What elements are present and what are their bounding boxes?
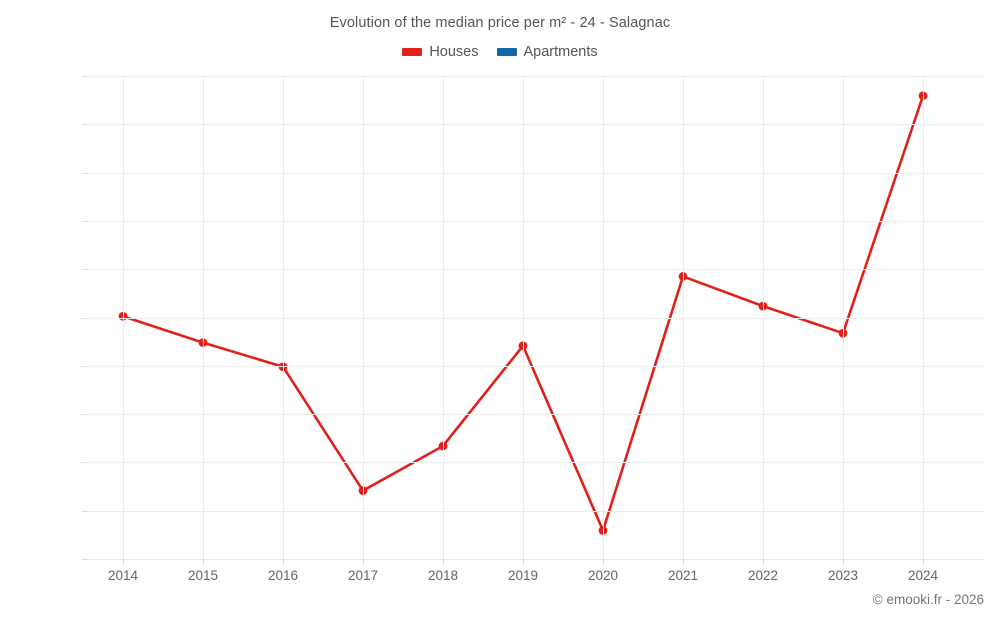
chart-legend: Houses Apartments: [0, 44, 1000, 60]
x-gridline: [923, 76, 924, 559]
y-gridline: [88, 172, 985, 174]
y-tick-mark: [82, 172, 88, 174]
x-tick-mark: [843, 559, 844, 565]
x-tick-label: 2023: [827, 568, 859, 583]
x-tick-mark: [203, 559, 204, 565]
y-tick-mark: [82, 462, 88, 464]
y-gridline: [88, 559, 985, 560]
x-tick-mark: [683, 559, 684, 565]
data-point[interactable]: [838, 328, 848, 338]
data-point[interactable]: [678, 272, 688, 281]
y-tick-mark: [82, 365, 88, 367]
x-gridline: [363, 76, 364, 559]
y-gridline: [88, 365, 985, 367]
x-tick-label: 2019: [507, 568, 539, 583]
chart-title: Evolution of the median price per m² - 2…: [329, 15, 671, 31]
y-gridline: [88, 76, 985, 77]
y-tick-mark: [82, 76, 88, 77]
x-tick-label: 2017: [347, 568, 379, 583]
y-tick-mark: [82, 269, 88, 271]
y-gridline: [88, 462, 985, 464]
y-gridline: [88, 414, 985, 416]
chart-credit: © emooki.fr - 2026: [872, 592, 984, 607]
y-gridline: [88, 510, 985, 512]
legend-label: Apartments: [523, 44, 598, 60]
x-tick-label: 2014: [107, 568, 139, 583]
x-tick-label: 2015: [187, 568, 219, 583]
x-gridline: [123, 76, 124, 559]
x-tick-mark: [603, 559, 604, 565]
legend-item-houses[interactable]: Houses: [402, 44, 479, 60]
x-tick-mark: [523, 559, 524, 565]
y-tick-mark: [82, 559, 88, 560]
x-gridline: [283, 76, 284, 559]
y-tick-mark: [82, 510, 88, 512]
x-tick-label: 2022: [747, 568, 779, 583]
x-tick-mark: [123, 559, 124, 565]
data-point[interactable]: [918, 91, 928, 101]
x-tick-mark: [763, 559, 764, 565]
x-tick-mark: [283, 559, 284, 565]
y-tick-mark: [82, 317, 88, 319]
y-gridline: [88, 269, 985, 271]
x-gridline: [443, 76, 444, 559]
plot-area: 400 €600 €800 €1 000 €1 200 €1 400 €1 60…: [82, 76, 985, 583]
x-gridline: [763, 76, 764, 559]
x-gridline: [843, 76, 844, 559]
x-tick-label: 2024: [907, 568, 939, 583]
x-gridline: [203, 76, 204, 559]
x-tick-mark: [363, 559, 364, 565]
legend-swatch-icon: [496, 48, 517, 56]
x-tick-label: 2018: [427, 568, 459, 583]
x-tick-mark: [443, 559, 444, 565]
legend-label: Houses: [429, 44, 479, 60]
x-tick-mark: [923, 559, 924, 565]
legend-swatch-icon: [402, 48, 423, 56]
y-tick-mark: [82, 124, 88, 126]
x-tick-label: 2021: [667, 568, 699, 583]
y-gridline: [88, 220, 985, 222]
x-gridline: [523, 76, 524, 559]
y-tick-mark: [82, 220, 88, 222]
y-gridline: [88, 317, 985, 319]
data-point[interactable]: [758, 301, 768, 311]
x-tick-label: 2016: [267, 568, 299, 583]
y-tick-mark: [82, 414, 88, 416]
x-tick-label: 2020: [587, 568, 619, 583]
x-gridline: [603, 76, 604, 559]
y-gridline: [88, 124, 985, 126]
x-gridline: [683, 76, 684, 559]
legend-item-apartments[interactable]: Apartments: [496, 44, 598, 60]
